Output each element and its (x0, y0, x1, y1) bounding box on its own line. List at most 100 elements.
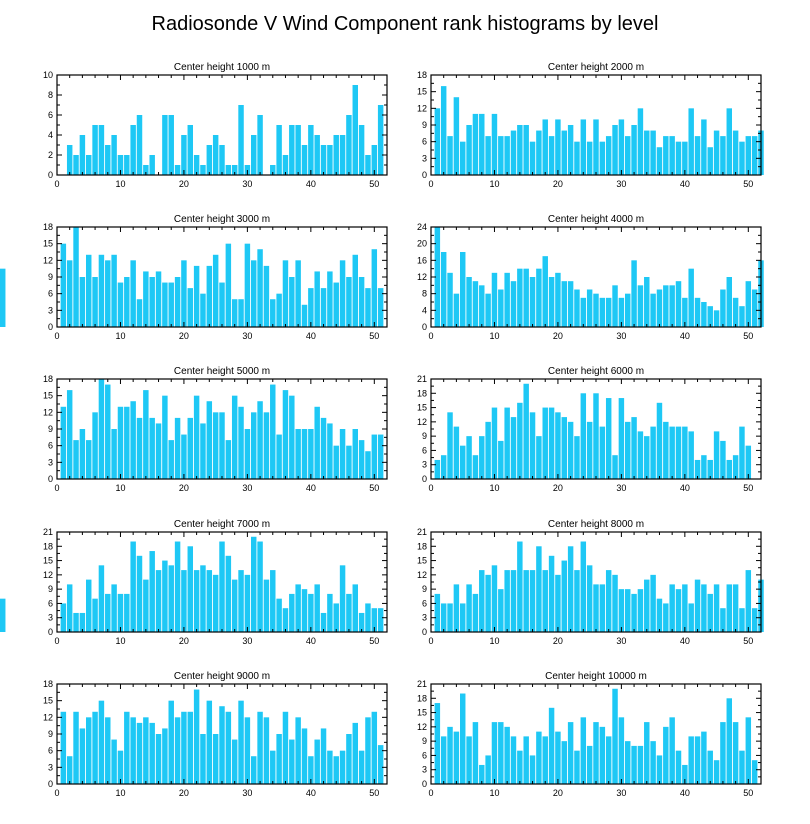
bar (529, 570, 536, 632)
x-tick-label: 40 (680, 331, 690, 341)
x-tick-label: 20 (179, 788, 189, 798)
bar (86, 440, 92, 479)
bar (308, 756, 314, 784)
bar (460, 603, 466, 632)
bar (73, 612, 79, 632)
bar (168, 282, 174, 327)
bar (130, 260, 136, 327)
y-tick-label: 24 (417, 222, 427, 232)
y-tick-label: 18 (43, 679, 53, 689)
bar (73, 227, 79, 327)
panel-title: Center height 9000 m (174, 671, 270, 682)
y-tick-label: 0 (422, 627, 427, 637)
bar (498, 440, 504, 479)
x-tick-label: 30 (242, 179, 252, 189)
bar (244, 717, 251, 784)
bar (66, 584, 73, 632)
bar (219, 706, 225, 784)
bar (225, 243, 232, 327)
y-tick-label: 6 (48, 441, 53, 451)
bar (529, 141, 536, 175)
y-tick-label: 15 (43, 556, 53, 566)
bar (498, 589, 504, 632)
bar (377, 288, 384, 327)
bar (599, 426, 606, 479)
y-tick-label: 8 (48, 90, 53, 100)
bar (168, 115, 174, 175)
bar (491, 272, 498, 327)
bar (206, 401, 213, 479)
bar (263, 265, 270, 327)
bar (669, 285, 675, 327)
bar (745, 570, 752, 632)
bar (358, 612, 365, 632)
bar (365, 288, 371, 327)
bar (301, 589, 308, 632)
bar (523, 125, 529, 175)
bar (472, 722, 479, 784)
bar (434, 227, 441, 327)
bar (79, 277, 86, 327)
x-tick-label: 0 (428, 636, 433, 646)
bar (669, 136, 675, 175)
bar (720, 136, 726, 175)
bar (308, 429, 314, 479)
bar (289, 739, 295, 784)
bar (663, 285, 669, 327)
bar (720, 722, 726, 784)
bar (66, 145, 73, 175)
bar (130, 401, 136, 479)
bar (548, 136, 555, 175)
bar (669, 584, 675, 632)
bar (200, 423, 206, 479)
bar (187, 711, 193, 784)
x-tick-label: 50 (369, 179, 379, 189)
bar (149, 155, 155, 175)
x-tick-label: 40 (306, 179, 316, 189)
bar (491, 407, 498, 479)
bar (631, 260, 637, 327)
bar (295, 584, 301, 632)
bar (181, 260, 187, 327)
bar (644, 130, 650, 175)
bar (308, 125, 314, 175)
bar (155, 734, 162, 784)
panel-title: Center height 7000 m (174, 519, 270, 530)
bar (472, 593, 479, 632)
x-tick-label: 0 (428, 179, 433, 189)
panel-2: Center height 2000 m 0 3 6 9 12 15 18 0 10 20 30 40 5… (417, 62, 764, 189)
bar (460, 252, 466, 327)
bar (60, 243, 67, 327)
bar (644, 436, 650, 479)
bar (371, 249, 378, 327)
bar (270, 570, 276, 632)
x-tick-label: 20 (553, 179, 563, 189)
bar (656, 755, 663, 784)
bar (434, 593, 441, 632)
bar (162, 282, 168, 327)
y-tick-label: 9 (48, 729, 53, 739)
bar (327, 145, 333, 175)
bar (193, 265, 200, 327)
bar (688, 603, 694, 632)
bar (117, 155, 124, 175)
bar (745, 717, 752, 784)
bar (707, 306, 713, 327)
y-tick-label: 12 (417, 272, 427, 282)
y-tick-label: 3 (422, 460, 427, 470)
bar (694, 736, 701, 784)
bar (599, 141, 606, 175)
bar (460, 141, 466, 175)
bar (447, 603, 453, 632)
y-tick-label: 20 (417, 239, 427, 249)
bar (637, 745, 644, 784)
bar (308, 593, 314, 632)
bar (346, 734, 352, 784)
panel-title: Center height 8000 m (548, 519, 644, 530)
bar (498, 722, 504, 784)
bar (650, 130, 656, 175)
bar (200, 165, 206, 175)
bar (555, 731, 561, 784)
y-tick-label: 18 (417, 693, 427, 703)
y-tick-label: 15 (417, 708, 427, 718)
